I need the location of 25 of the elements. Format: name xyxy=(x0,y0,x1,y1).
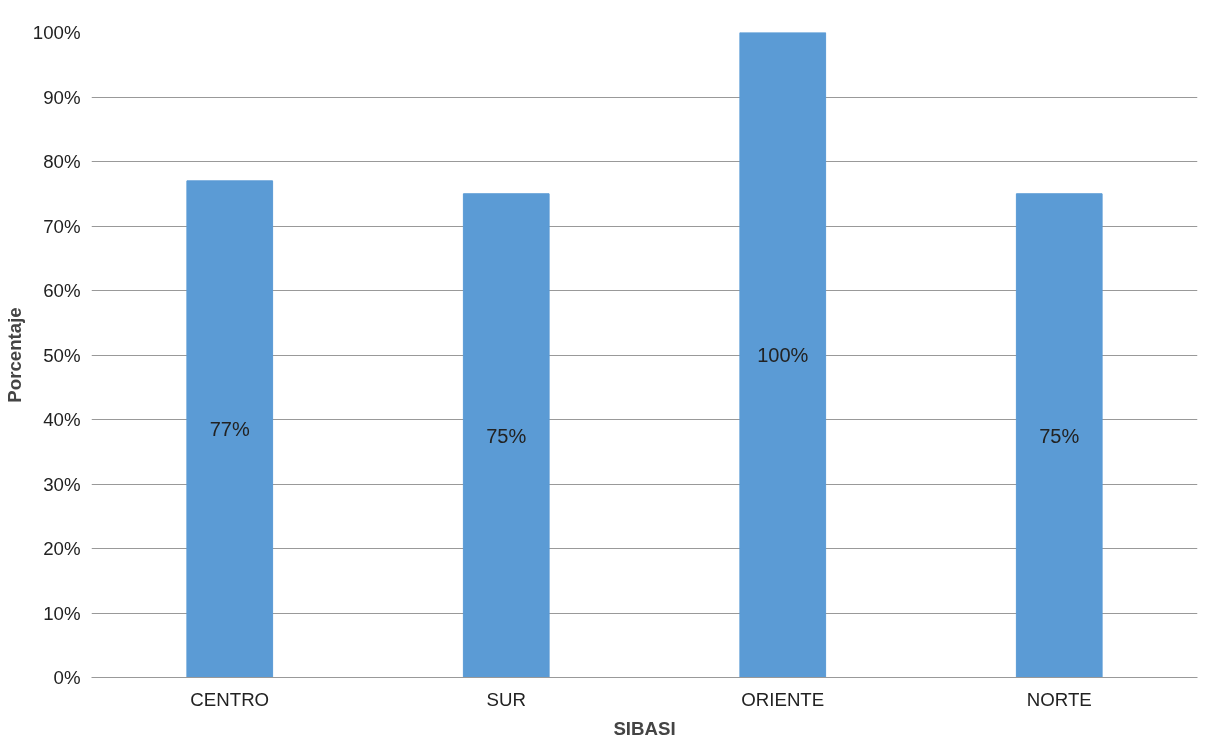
y-tick-label: 20% xyxy=(43,538,81,559)
y-tick-label: 50% xyxy=(43,344,81,366)
y-tick-label: 90% xyxy=(43,86,81,108)
y-tick-label: 10% xyxy=(43,602,81,624)
bar xyxy=(739,32,827,678)
y-tick-label: 60% xyxy=(43,280,81,301)
y-tick-label: 100% xyxy=(32,22,81,43)
x-axis-title: SIBASI xyxy=(613,717,676,739)
bar xyxy=(1015,193,1103,678)
y-axis-title: Porcentaje xyxy=(3,307,25,403)
y-tick-label: 80% xyxy=(43,151,81,172)
y-tick-label: 30% xyxy=(43,473,81,495)
x-tick-label: CENTRO xyxy=(190,688,270,710)
data-label: 75% xyxy=(1039,424,1080,447)
y-tick-label: 70% xyxy=(43,215,81,237)
x-tick-label: ORIENTE xyxy=(741,688,825,710)
x-tick-label: NORTE xyxy=(1026,688,1092,710)
y-tick-label: 40% xyxy=(43,409,81,430)
x-tick-label: SUR xyxy=(486,688,526,710)
data-label: 77% xyxy=(209,418,250,441)
y-tick-label: 0% xyxy=(53,667,81,688)
data-label: 75% xyxy=(486,424,527,447)
data-label: 100% xyxy=(757,344,809,366)
bar xyxy=(186,180,274,678)
bar xyxy=(462,193,550,678)
